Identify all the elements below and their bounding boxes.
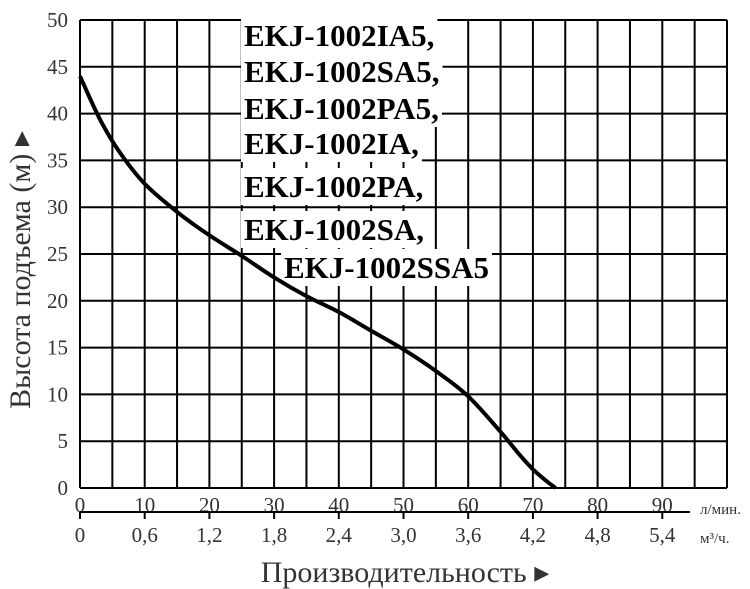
x-tick-label-secondary: 0,6 (132, 523, 158, 547)
x-tick-label-secondary: 1,8 (261, 523, 287, 547)
x-tick-label-secondary: 4,8 (584, 523, 610, 547)
x-unit-primary: л/мин. (700, 502, 741, 518)
x-tick-label-primary: 0 (75, 493, 86, 517)
x-unit-secondary: м³/ч. (700, 531, 729, 547)
x-tick-label-secondary: 3,0 (390, 523, 416, 547)
x-tick-label-secondary: 4,2 (520, 523, 546, 547)
y-tick-label: 40 (47, 102, 68, 126)
x-axis-title: Производительность ▸ (261, 556, 550, 589)
model-label: EKJ-1002SA5, (244, 54, 440, 89)
model-list: EKJ-1002IA5,EKJ-1002SA5,EKJ-1002PA5,EKJ-… (241, 17, 492, 286)
x-tick-label-secondary: 1,2 (196, 523, 222, 547)
x-axis-ticks-secondary: 0 0,6 1,2 1,8 2,4 3,0 3,6 4,2 4,8 5,4 (75, 512, 676, 547)
y-tick-label: 5 (58, 429, 69, 453)
y-tick-label: 15 (47, 336, 68, 360)
y-tick-label: 50 (47, 8, 68, 32)
performance-curve (78, 75, 557, 490)
model-label-bg (241, 125, 422, 162)
x-tick-label-secondary: 2,4 (326, 523, 353, 547)
x-tick-label-secondary: 5,4 (649, 523, 676, 547)
model-label: EKJ-1002PA5, (244, 91, 439, 126)
y-tick-label: 10 (47, 382, 68, 406)
y-tick-label: 35 (47, 148, 68, 172)
y-axis-ticks: 0 5 10 15 20 25 30 35 40 45 50 (47, 8, 68, 500)
model-label-bg (281, 249, 492, 286)
x-tick-label-secondary: 3,6 (455, 523, 481, 547)
y-tick-label: 25 (47, 242, 68, 266)
x-axis-ticks-primary: 0 10 20 30 40 50 60 70 80 90 (75, 493, 673, 517)
model-label: EKJ-1002IA5, (244, 18, 434, 53)
model-label-bg (241, 53, 443, 90)
y-tick-label: 0 (58, 476, 69, 500)
model-label-bg (241, 17, 438, 54)
y-tick-label: 30 (47, 195, 68, 219)
y-axis-title: Высота подъема (м) ▸ (4, 131, 37, 409)
y-tick-label: 20 (47, 289, 68, 313)
model-label-bg (241, 211, 427, 248)
model-label: EKJ-1002SSA5 (284, 250, 489, 285)
model-label-bg (241, 168, 427, 205)
model-label: EKJ-1002PA, (244, 169, 423, 204)
model-label: EKJ-1002SA, (244, 212, 424, 247)
y-tick-label: 45 (47, 55, 68, 79)
model-label-bg (241, 90, 442, 127)
model-label: EKJ-1002IA, (244, 126, 419, 161)
x-tick-label-secondary: 0 (75, 523, 86, 547)
